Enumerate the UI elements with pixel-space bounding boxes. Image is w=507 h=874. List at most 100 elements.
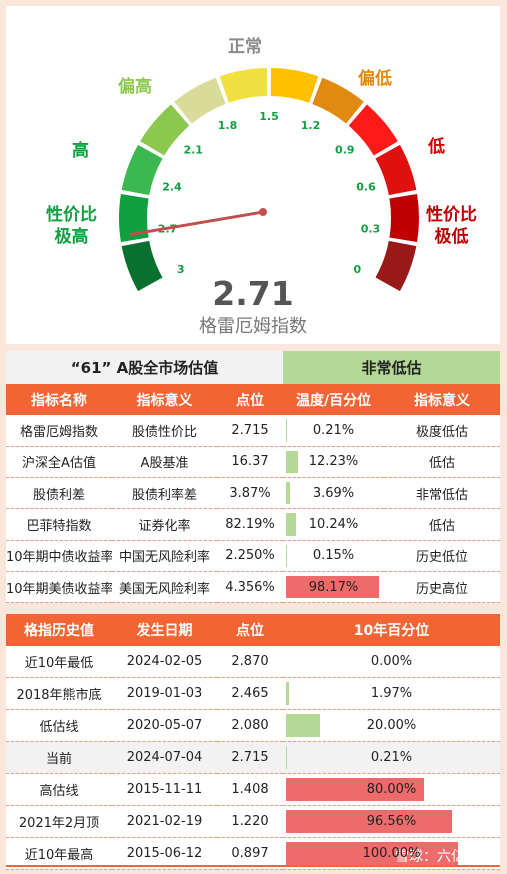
zone-label-high: 高 — [72, 141, 89, 161]
zone-label-normal: 正常 — [228, 37, 262, 57]
history-point: 1.220 — [217, 805, 283, 838]
percentile-bar — [286, 513, 296, 536]
history-row: 当前 2024-07-04 2.715 0.21% — [6, 741, 500, 775]
row-percentile: 98.17% — [283, 571, 385, 604]
valuation-title-row: “61” A股全市场估值 非常低估 — [6, 351, 501, 384]
history-name: 近10年最高 — [6, 837, 112, 870]
row-meaning: 证券化率 — [112, 508, 217, 541]
history-name: 2018年熊市底 — [6, 677, 112, 711]
row-point: 3.87% — [217, 477, 284, 510]
row-meaning: 股债性价比 — [112, 415, 217, 447]
history-percentile-label: 100.00% — [362, 845, 421, 861]
row-name: 巴菲特指数 — [6, 508, 112, 541]
col-header-name: 指标名称 — [6, 384, 112, 415]
valuation-row: 10年期中债收益率 中国无风险利率 2.250% 0.15% 历史低位 — [6, 540, 501, 572]
row-meaning: 美国无风险利率 — [112, 571, 217, 604]
row-name: 10年期美债收益率 — [6, 571, 112, 604]
gauge-value: 2.71 — [212, 274, 294, 313]
row-point: 16.37 — [217, 446, 284, 479]
row-name: 10年期中债收益率 — [6, 540, 112, 572]
zone-label-very-high: 性价比 极高 — [46, 205, 97, 247]
history-point: 2.715 — [217, 741, 283, 775]
col-header-history: 格指历史值 — [6, 614, 112, 646]
history-header-row: 格指历史值 发生日期 点位 10年百分位 — [6, 614, 500, 646]
percentile-label: 98.17% — [308, 579, 359, 595]
history-row: 近10年最高 2015-06-12 0.897 100.00% — [6, 837, 500, 870]
history-percentile-label: 96.56% — [366, 813, 417, 829]
row-point: 4.356% — [217, 571, 284, 604]
col-header-10y-percentile: 10年百分位 — [283, 614, 500, 646]
zone-label-low-mild: 偏低 — [358, 69, 392, 89]
percentile-label: 10.24% — [308, 517, 359, 533]
zone-label-high-mild: 偏高 — [118, 77, 152, 97]
watermark: 雪球：六亿居士 — [395, 849, 493, 865]
row-level: 非常低估 — [384, 477, 501, 510]
history-date: 2020-05-07 — [112, 709, 217, 743]
row-percentile: 3.69% — [283, 477, 385, 510]
valuation-row: 10年期美债收益率 美国无风险利率 4.356% 98.17% 历史高位 — [6, 571, 501, 604]
gauge-scale-label: 0 — [354, 263, 362, 276]
history-point: 1.408 — [217, 773, 283, 806]
valuation-header-row: 指标名称 指标意义 点位 温度/百分位 指标意义 — [6, 384, 501, 415]
gauge-segment — [121, 240, 163, 292]
history-row: 2021年2月顶 2021-02-19 1.220 96.56% — [6, 805, 500, 838]
history-date: 2024-07-04 — [112, 741, 217, 775]
history-point: 2.080 — [217, 709, 283, 743]
history-date: 2024-02-05 — [112, 646, 217, 679]
history-name: 2021年2月顶 — [6, 805, 112, 838]
row-level: 历史高位 — [384, 571, 501, 604]
row-point: 82.19% — [217, 508, 284, 541]
history-percentile-bar — [286, 682, 290, 706]
row-percentile: 12.23% — [283, 446, 385, 479]
percentile-label: 12.23% — [308, 454, 359, 470]
history-name: 近10年最低 — [6, 646, 112, 679]
row-percentile: 0.15% — [283, 540, 385, 572]
history-percentile-bar — [286, 841, 458, 865]
gauge-segment — [375, 144, 417, 196]
percentile-bar — [286, 482, 290, 505]
history-date: 2015-11-11 — [112, 773, 217, 806]
col-header-level: 指标意义 — [384, 384, 501, 415]
zone-label-low: 低 — [428, 137, 445, 157]
gauge-scale-label: 3 — [177, 263, 185, 276]
gauge-scale-label: 0.3 — [361, 223, 381, 236]
history-percentile: 96.56% — [283, 805, 500, 838]
gauge-segment — [375, 240, 417, 292]
col-header-meaning: 指标意义 — [112, 384, 217, 415]
valuation-verdict: 非常低估 — [283, 351, 501, 384]
row-meaning: A股基准 — [112, 446, 217, 479]
row-level: 低估 — [384, 446, 501, 479]
history-percentile-label: 1.97% — [370, 686, 413, 702]
history-percentile-label: 0.21% — [370, 750, 413, 766]
history-percentile-bar — [286, 809, 453, 833]
history-point: 2.465 — [217, 677, 283, 711]
history-point: 0.897 — [217, 837, 283, 870]
gauge-segment — [270, 68, 319, 103]
col-header-history-point: 点位 — [217, 614, 283, 646]
row-name: 沪深全A估值 — [6, 446, 112, 479]
gauge-scale-label: 1.8 — [218, 119, 238, 132]
gauge-segment — [348, 104, 398, 156]
row-point: 2.715 — [217, 415, 284, 447]
row-meaning: 中国无风险利率 — [112, 540, 217, 572]
history-percentile: 80.00% — [283, 773, 500, 806]
gauge-segment — [312, 77, 364, 124]
history-name: 高估线 — [6, 773, 112, 806]
gauge-needle — [129, 210, 264, 237]
row-name: 格雷厄姆指数 — [6, 415, 112, 447]
history-date: 2015-06-12 — [112, 837, 217, 870]
gauge-scale-label: 2.1 — [183, 144, 203, 157]
gauge-segment — [389, 194, 419, 242]
percentile-label: 0.21% — [312, 422, 355, 438]
row-level: 历史低位 — [384, 540, 501, 572]
row-point: 2.250% — [217, 540, 284, 572]
row-percentile: 10.24% — [283, 508, 385, 541]
row-level: 极度低估 — [384, 415, 501, 447]
history-row: 近10年最低 2024-02-05 2.870 0.00% — [6, 646, 500, 679]
history-row: 低估线 2020-05-07 2.080 20.00% — [6, 709, 500, 743]
history-percentile-label: 0.00% — [370, 654, 413, 670]
gauge-segment — [219, 68, 268, 103]
valuation-table: “61” A股全市场估值 非常低估 指标名称 指标意义 点位 温度/百分位 指标… — [6, 351, 501, 604]
gauge-scale-label: 0.9 — [335, 144, 355, 157]
valuation-row: 格雷厄姆指数 股债性价比 2.715 0.21% 极度低估 — [6, 415, 501, 447]
